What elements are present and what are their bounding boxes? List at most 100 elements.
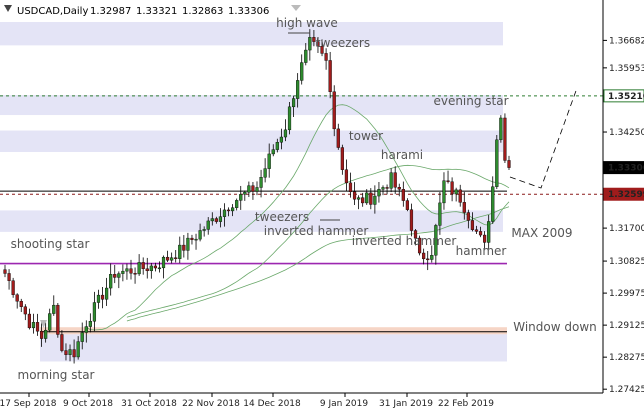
candle-body — [357, 197, 361, 200]
candle-body — [72, 349, 76, 358]
candle-body — [113, 274, 117, 278]
candle-body — [3, 269, 7, 274]
candle-body — [409, 209, 414, 231]
candle-body — [434, 225, 438, 256]
candle-body — [385, 187, 389, 189]
high-wave-marker-icon — [291, 5, 301, 11]
candle-body — [96, 294, 101, 303]
candle-body — [105, 287, 109, 300]
annotation-label: harami — [381, 148, 423, 162]
candle-body — [389, 172, 393, 189]
zone-band — [0, 130, 503, 152]
candle-body — [296, 80, 300, 99]
time-tick-label: 9 Jan 2019 — [320, 399, 368, 409]
candle-body — [35, 322, 40, 332]
candle-body — [231, 207, 235, 212]
annotation-label: tower — [349, 129, 383, 143]
candle-body — [422, 252, 426, 260]
candle-body — [235, 200, 239, 208]
price-label-text: 1.33306 — [608, 164, 644, 174]
candle-body — [214, 218, 218, 222]
time-tick-label: 9 Oct 2018 — [63, 399, 113, 409]
candle-body — [76, 341, 80, 358]
candle-body — [56, 304, 60, 335]
price-tick-label: 1.27425 — [609, 385, 644, 395]
candle-body — [153, 265, 157, 269]
candle-body — [446, 180, 450, 182]
candle-body — [239, 194, 243, 201]
candle-body — [44, 329, 48, 339]
projection-layer — [509, 87, 578, 189]
candle-body — [178, 244, 182, 259]
candle-body — [373, 195, 377, 205]
candle-body — [430, 255, 434, 260]
candle-body — [483, 234, 487, 243]
candle-body — [413, 230, 418, 239]
annotation-label: MAX 2009 — [511, 226, 572, 240]
candle-body — [100, 294, 105, 300]
candle-body — [499, 117, 503, 141]
annotation-label: inverted hammer — [352, 234, 457, 248]
price-label-text: 1.35210 — [608, 92, 644, 102]
candle-body — [80, 332, 84, 342]
candle-body — [300, 62, 304, 81]
candle-body — [401, 189, 405, 201]
candle-body — [117, 273, 121, 278]
candle-body — [165, 256, 170, 261]
candle-body — [157, 267, 162, 270]
candle-body — [381, 187, 385, 190]
candle-body — [186, 237, 190, 251]
candle-body — [52, 304, 56, 314]
candle-body — [84, 326, 88, 333]
moving-average-line — [126, 206, 510, 322]
header-high: 1.33321 — [136, 6, 177, 17]
collapse-arrow-icon[interactable] — [4, 5, 12, 12]
price-tick-label: 1.29125 — [609, 321, 644, 331]
candle-body — [336, 128, 340, 148]
candle-body — [222, 209, 227, 217]
candles-layer — [3, 29, 511, 364]
candle-body — [304, 49, 308, 63]
price-tick-label: 1.28275 — [609, 353, 644, 363]
candle-body — [68, 349, 72, 355]
window-marker-icon — [40, 320, 47, 328]
price-tick-label: 1.30825 — [609, 257, 644, 267]
candle-body — [417, 237, 422, 254]
candle-body — [365, 192, 369, 204]
candle-body — [426, 258, 430, 261]
chart-header: USDCAD,Daily 1.32987 1.33321 1.32863 1.3… — [4, 5, 269, 17]
time-tick-label: 22 Nov 2018 — [182, 399, 240, 409]
candle-body — [263, 168, 267, 178]
candle-body — [161, 256, 166, 269]
candle-body — [182, 244, 186, 251]
candle-body — [361, 197, 365, 204]
candle-body — [495, 139, 499, 187]
annotation-label: evening star — [433, 94, 508, 108]
candle-body — [377, 189, 381, 197]
candle-body — [174, 257, 178, 259]
time-tick-label: 14 Dec 2018 — [243, 399, 301, 409]
price-label-box — [603, 161, 644, 175]
candle-body — [442, 180, 446, 204]
candle-body — [393, 172, 397, 188]
candle-body — [145, 268, 149, 272]
projection-path — [509, 87, 578, 189]
annotations-layer: high wave tweezers evening star tower harami… — [11, 5, 597, 382]
time-tick-label: 31 Oct 2018 — [121, 399, 177, 409]
candle-body — [466, 212, 470, 221]
candle-body — [27, 313, 31, 329]
header-symbol: USDCAD,Daily — [17, 6, 88, 17]
candle-body — [291, 98, 296, 108]
annotation-label: tweezers — [316, 36, 370, 50]
candle-body — [352, 191, 357, 200]
candle-body — [218, 216, 223, 222]
candle-body — [39, 330, 44, 339]
header-close: 1.33306 — [228, 6, 269, 17]
candle-body — [243, 192, 247, 195]
candle-body — [316, 41, 320, 47]
candle-body — [170, 257, 174, 261]
candle-body — [275, 142, 279, 150]
